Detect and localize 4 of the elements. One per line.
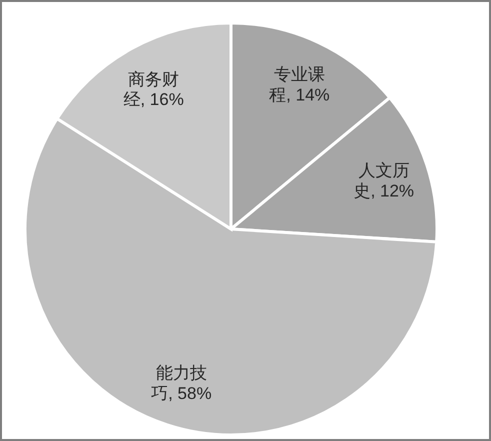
- slice-label: 商务财经, 16%: [123, 70, 184, 110]
- slice-label: 专业课程, 14%: [269, 65, 330, 105]
- slice-label: 能力技巧, 58%: [151, 363, 212, 403]
- slice-label: 人文历史, 12%: [354, 160, 414, 200]
